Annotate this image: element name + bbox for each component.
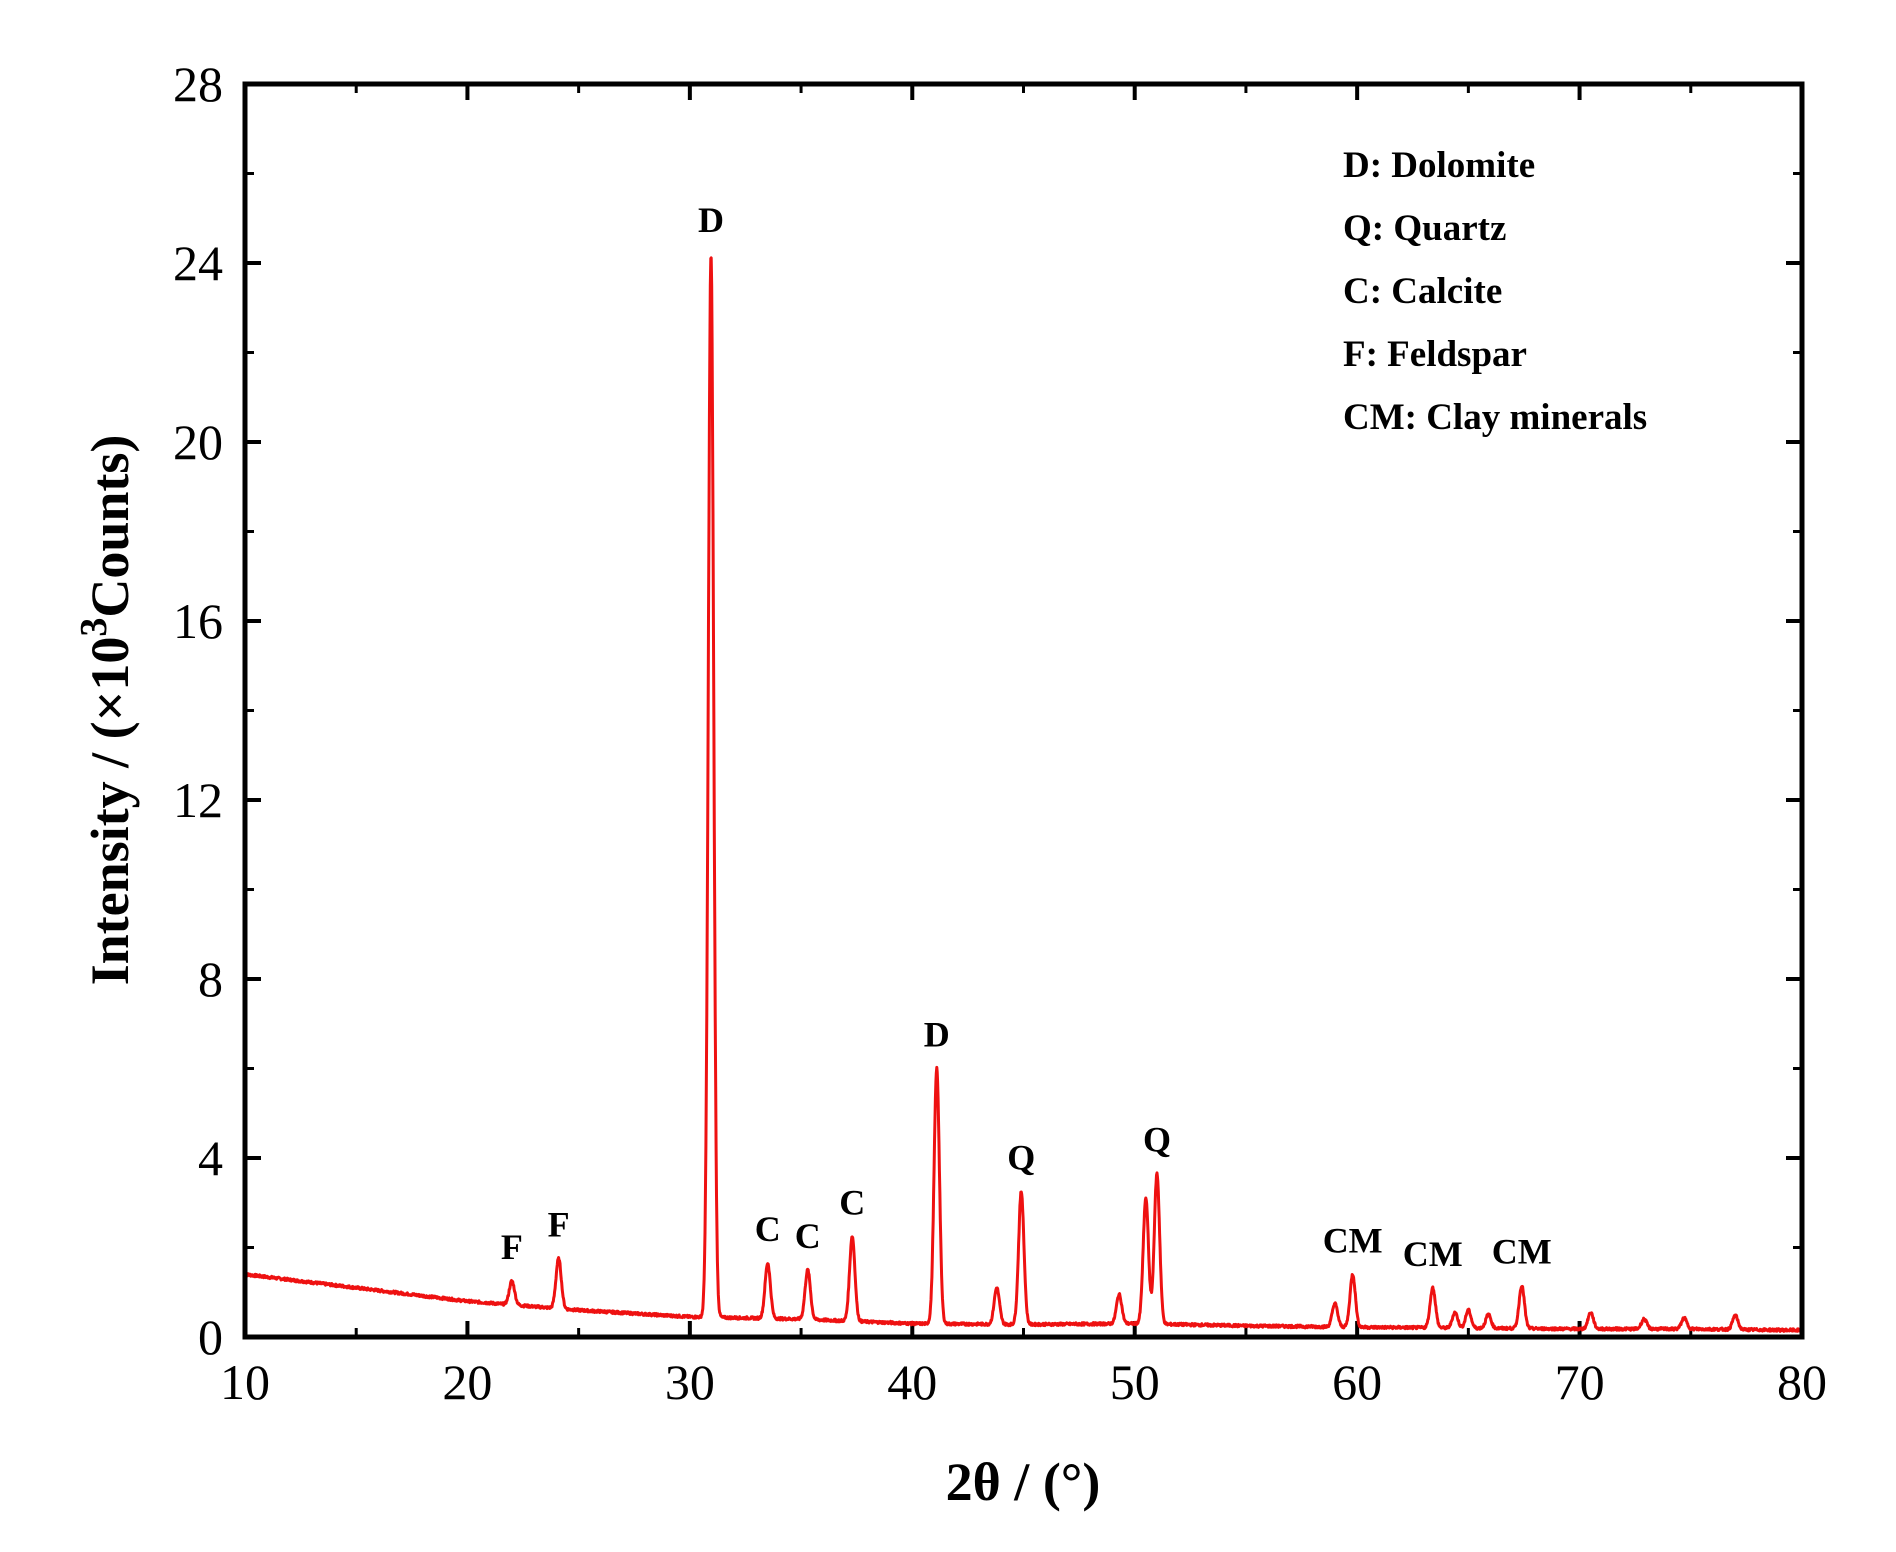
y-axis-title-main: Intensity / (×10 [80,637,140,986]
y-tick-label: 28 [173,56,223,112]
peak-label: C [755,1209,781,1249]
peak-label: CM [1492,1232,1552,1272]
x-tick-label: 80 [1777,1354,1827,1410]
peak-label: D [924,1015,950,1055]
peak-label: C [795,1216,821,1256]
x-tick-label: 40 [887,1354,937,1410]
legend-entry: D: Dolomite [1343,145,1535,186]
legend: D: Dolomite Q: Quartz C: Calcite F: Feldspa… [1343,145,1647,438]
peak-label: C [839,1182,865,1222]
tick-labels: 10 20 30 40 50 60 70 80 0 4 8 12 16 20 24 28 [173,56,1827,1410]
x-tick-label: 70 [1555,1354,1605,1410]
peak-label: D [698,200,724,240]
x-tick-label: 60 [1332,1354,1382,1410]
diffraction-pattern-line [243,256,1803,1333]
peak-label: Q [1007,1138,1035,1178]
peak-label: Q [1143,1120,1171,1160]
x-tick-label: 50 [1110,1354,1160,1410]
peak-label: F [548,1205,570,1245]
y-axis-title-unit: Counts) [80,435,140,618]
x-tick-label: 10 [220,1354,270,1410]
y-tick-label: 0 [198,1309,223,1365]
peak-label: CM [1403,1234,1463,1274]
y-tick-label: 8 [198,951,223,1007]
y-tick-label: 16 [173,593,223,649]
x-axis-title: 2θ / (°) [946,1452,1101,1512]
y-tick-label: 4 [198,1130,223,1186]
y-axis-title: Intensity / (×103Counts) [73,435,140,986]
legend-entry: F: Feldspar [1343,334,1527,375]
plot-frame [242,81,1805,1340]
x-tick-label: 20 [442,1354,492,1410]
y-tick-label: 12 [173,772,223,828]
y-axis-title-exponent: 3 [73,618,115,637]
peak-label: F [501,1227,523,1267]
legend-entry: C: Calcite [1343,271,1502,312]
legend-entry: Q: Quartz [1343,208,1506,249]
peak-label: CM [1323,1220,1383,1260]
y-tick-label: 24 [173,235,223,291]
x-tick-label: 30 [665,1354,715,1410]
y-tick-label: 20 [173,414,223,470]
legend-entry: CM: Clay minerals [1343,397,1647,438]
